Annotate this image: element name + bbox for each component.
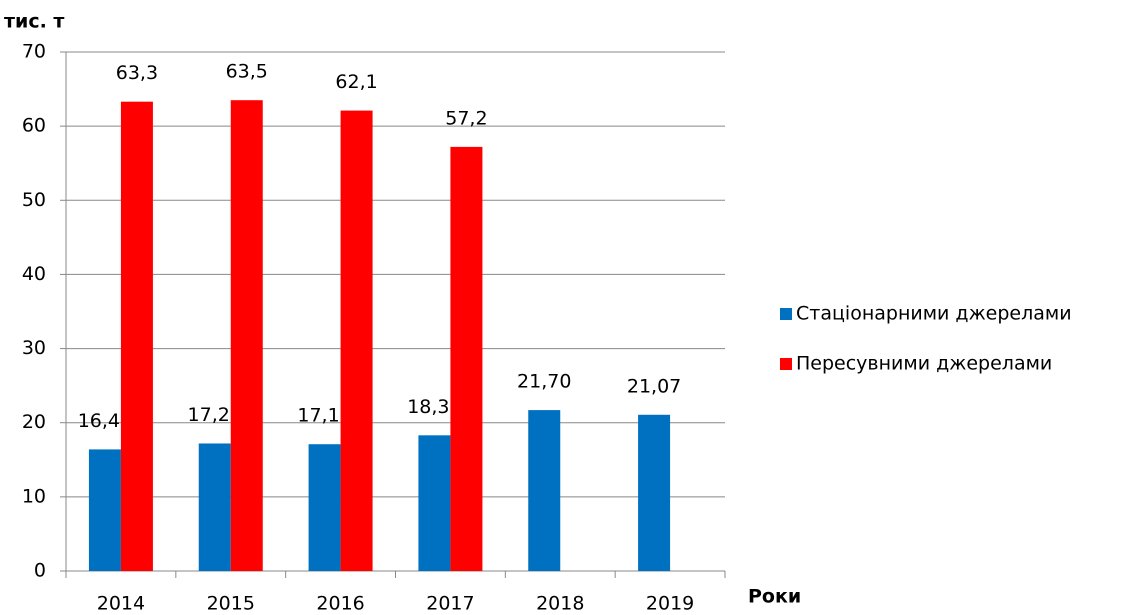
data-label: 17,20: [188, 404, 242, 426]
bar: [638, 414, 671, 571]
data-label: 17,10: [297, 405, 351, 427]
legend-label: Стаціонарними джерелами: [796, 303, 1072, 325]
x-tick-label: 2017: [426, 593, 474, 615]
data-label: 21,70: [517, 371, 571, 393]
bar: [528, 410, 561, 571]
y-tick-label: 60: [22, 115, 46, 137]
data-label: 16,40: [78, 410, 132, 432]
legend-label: Пересувними джерелами: [796, 353, 1052, 375]
bar: [198, 443, 231, 571]
y-tick-label: 40: [22, 263, 46, 285]
x-axis-label: Роки: [748, 586, 801, 608]
x-tick-label: 2018: [536, 593, 584, 615]
bar: [88, 449, 121, 571]
y-tick-label: 20: [22, 411, 46, 433]
x-tick-label: 2019: [646, 593, 694, 615]
bar: [450, 146, 483, 571]
y-tick-label: 0: [34, 560, 46, 582]
y-tick-label: 30: [22, 337, 46, 359]
x-tick-label: 2015: [207, 593, 255, 615]
legend-swatch: [780, 308, 792, 320]
x-tick-label: 2014: [97, 593, 145, 615]
y-tick-label: 70: [22, 41, 46, 63]
data-label: 63,5: [226, 61, 268, 83]
y-tick-label: 50: [22, 189, 46, 211]
bar: [340, 110, 373, 571]
bar: [418, 435, 451, 571]
y-axis-label: тис. т: [4, 11, 64, 33]
bar: [308, 444, 341, 571]
data-label: 18,30: [407, 396, 461, 418]
bar: [230, 100, 263, 571]
bar: [120, 101, 153, 571]
y-tick-label: 10: [22, 485, 46, 507]
legend-swatch: [780, 358, 792, 370]
data-label: 63,3: [116, 62, 158, 84]
data-label: 62,1: [335, 71, 377, 93]
x-tick-label: 2016: [316, 593, 364, 615]
data-label: 57,2: [445, 107, 487, 129]
data-label: 21,07: [627, 375, 681, 397]
